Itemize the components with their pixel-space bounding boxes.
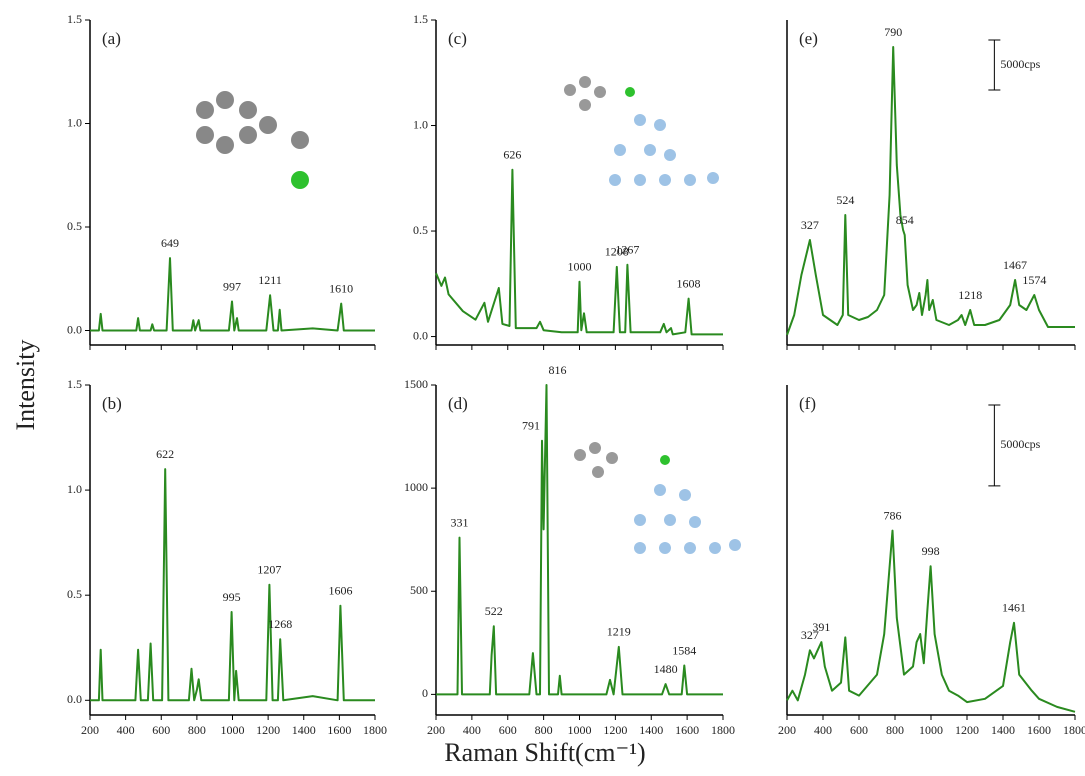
y-tick-label: 1.0	[413, 117, 428, 131]
x-axis-label: Raman Shift(cm⁻¹)	[444, 738, 645, 767]
x-tick-label: 400	[814, 723, 832, 737]
panel-label: (c)	[448, 29, 467, 48]
x-tick-label: 600	[850, 723, 868, 737]
x-tick-label: 1200	[256, 723, 280, 737]
peak-label: 1584	[672, 643, 696, 657]
peak-label: 995	[223, 590, 241, 604]
x-tick-label: 200	[778, 723, 796, 737]
peak-label: 649	[161, 236, 179, 250]
peak-label: 998	[922, 544, 940, 558]
panel-label: (d)	[448, 394, 468, 413]
y-tick-label: 0.0	[413, 328, 428, 342]
y-tick-label: 0.5	[67, 219, 82, 233]
x-tick-label: 800	[535, 723, 553, 737]
x-tick-label: 1400	[991, 723, 1015, 737]
cluster-inset	[574, 442, 741, 554]
y-tick-label: 0	[422, 686, 428, 700]
x-tick-label: 800	[188, 723, 206, 737]
peak-label: 626	[503, 148, 521, 162]
peak-label: 997	[223, 279, 241, 293]
x-tick-label: 400	[117, 723, 135, 737]
panel-label: (f)	[799, 394, 816, 413]
y-tick-label: 0.5	[67, 587, 82, 601]
peak-label: 786	[883, 508, 901, 522]
y-tick-label: 500	[410, 583, 428, 597]
peak-label: 1218	[958, 288, 982, 302]
y-tick-label: 0.0	[67, 322, 82, 336]
peak-label: 327	[801, 218, 819, 232]
panel-label: (a)	[102, 29, 121, 48]
spectrum-line	[436, 170, 723, 335]
peak-label: 1268	[268, 617, 292, 631]
x-tick-label: 1200	[603, 723, 627, 737]
peak-label: 1574	[1022, 273, 1046, 287]
peak-label: 1467	[1003, 258, 1027, 272]
peak-label: 854	[896, 213, 914, 227]
peak-label: 331	[450, 515, 468, 529]
y-tick-label: 1.5	[67, 12, 82, 26]
peak-label: 791	[522, 418, 540, 432]
y-tick-label: 1000	[404, 480, 428, 494]
y-tick-label: 0.5	[413, 223, 428, 237]
peak-label: 1267	[615, 243, 639, 257]
x-tick-label: 1400	[292, 723, 316, 737]
x-tick-label: 1000	[919, 723, 943, 737]
peak-label: 522	[485, 604, 503, 618]
peak-label: 1211	[258, 273, 282, 287]
panel-label: (e)	[799, 29, 818, 48]
peak-label: 1461	[1002, 601, 1026, 615]
x-tick-label: 600	[152, 723, 170, 737]
x-tick-label: 1800	[1063, 723, 1085, 737]
x-tick-label: 800	[886, 723, 904, 737]
y-tick-label: 1.0	[67, 482, 82, 496]
peak-label: 391	[812, 620, 830, 634]
peak-label: 1610	[329, 281, 353, 295]
peak-label: 816	[548, 363, 566, 377]
x-tick-label: 600	[499, 723, 517, 737]
x-tick-label: 400	[463, 723, 481, 737]
x-tick-label: 1800	[363, 723, 387, 737]
panel-label: (b)	[102, 394, 122, 413]
peak-label: 1480	[654, 662, 678, 676]
y-axis-label: Intensity	[11, 340, 40, 431]
peak-label: 1608	[677, 276, 701, 290]
y-tick-label: 1500	[404, 377, 428, 391]
spectrum-line	[787, 47, 1075, 335]
x-tick-label: 1600	[327, 723, 351, 737]
peak-label: 1606	[328, 583, 352, 597]
peak-label: 524	[836, 193, 854, 207]
x-tick-label: 1600	[1027, 723, 1051, 737]
peak-label: 1000	[568, 259, 592, 273]
peak-label: 622	[156, 447, 174, 461]
y-tick-label: 1.5	[413, 12, 428, 26]
y-tick-label: 1.0	[67, 115, 82, 129]
y-tick-label: 0.0	[67, 692, 82, 706]
peak-label: 1207	[257, 562, 281, 576]
x-tick-label: 1000	[221, 723, 245, 737]
figure: Intensity Raman Shift(cm⁻¹) 0.0 0.5 1.0 1.5…	[0, 0, 1085, 776]
molecule-inset	[196, 91, 309, 189]
x-tick-label: 1000	[568, 723, 592, 737]
x-tick-label: 1600	[675, 723, 699, 737]
scale-bar-label: 5000cps	[1000, 437, 1040, 451]
x-tick-label: 200	[81, 723, 99, 737]
x-tick-label: 1800	[711, 723, 735, 737]
cluster-inset	[564, 76, 719, 186]
peak-label: 790	[884, 25, 902, 39]
x-tick-label: 200	[427, 723, 445, 737]
x-tick-label: 1400	[639, 723, 663, 737]
peak-label: 1219	[607, 625, 631, 639]
x-tick-label: 1200	[955, 723, 979, 737]
y-tick-label: 1.5	[67, 377, 82, 391]
scale-bar-label: 5000cps	[1000, 57, 1040, 71]
